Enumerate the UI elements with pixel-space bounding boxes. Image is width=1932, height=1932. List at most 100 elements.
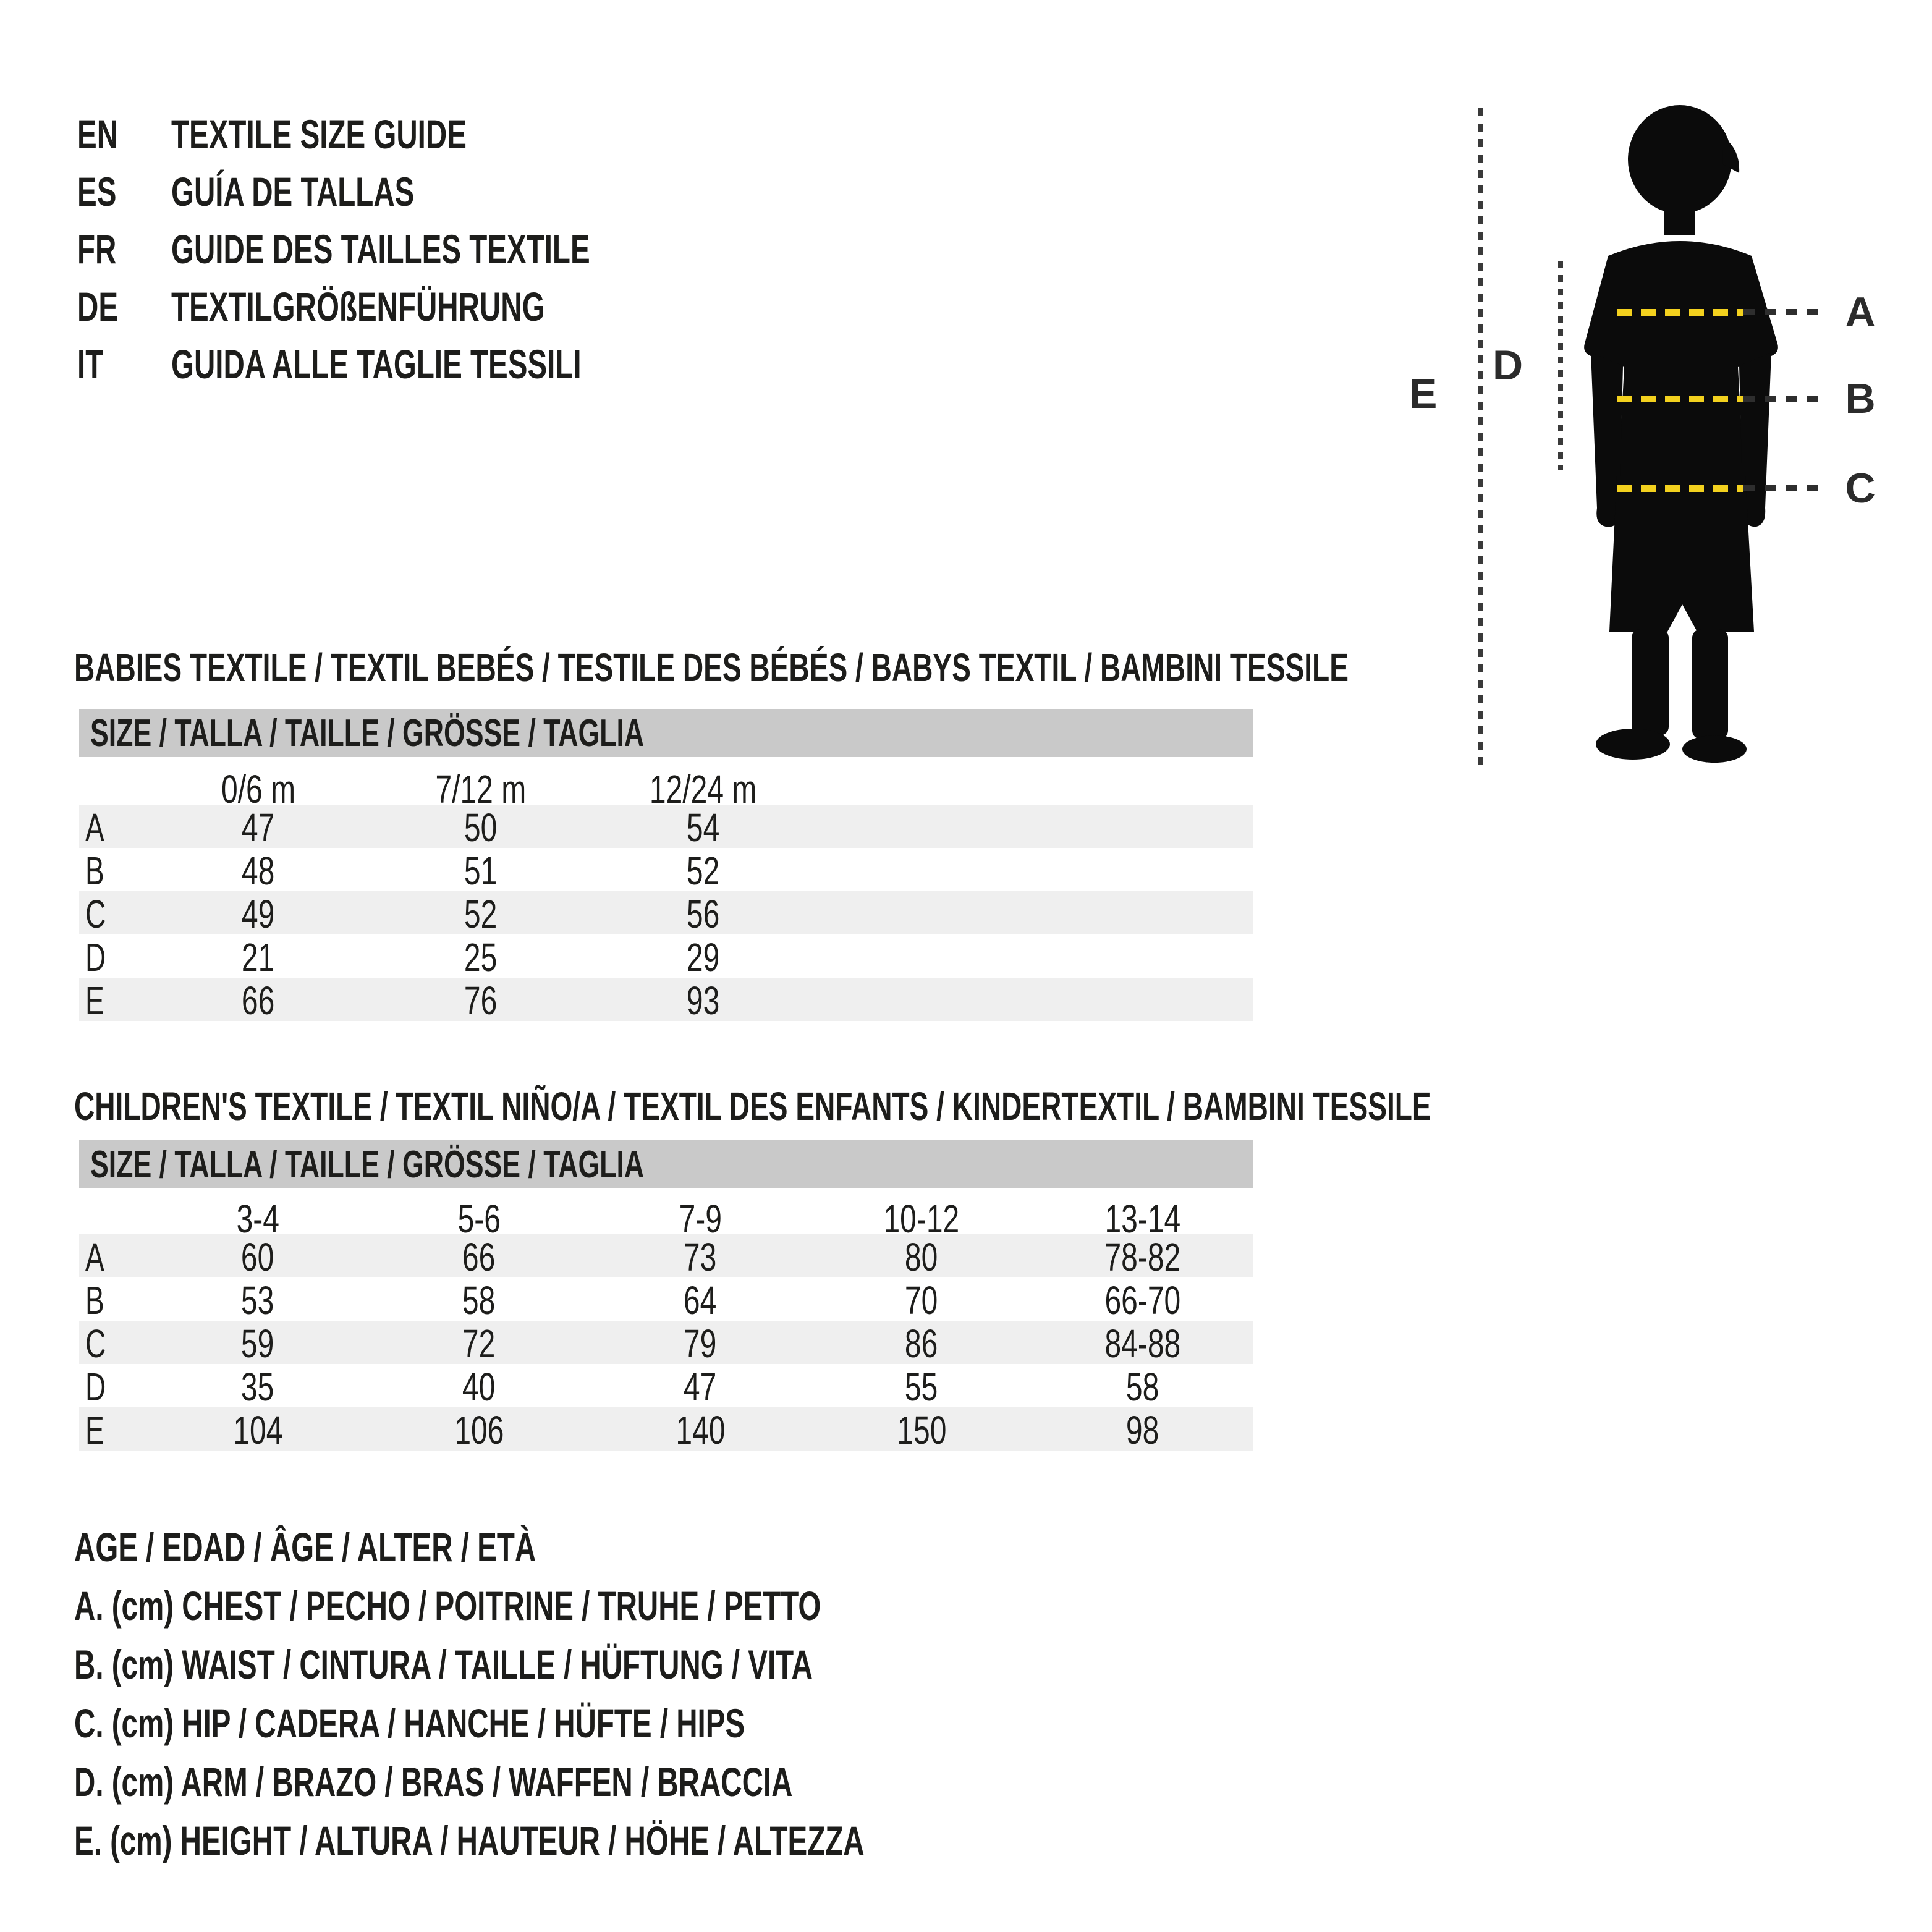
- measure-row-label: A: [85, 1235, 104, 1279]
- size-value-cell: 80: [905, 1235, 938, 1279]
- language-title: GUIDA ALLE TAGLIE TESSILI: [171, 341, 582, 387]
- waist-b-dark-dashes: [1743, 396, 1828, 402]
- children-section-title: CHILDREN'S TEXTILE / TEXTIL NIÑO/A / TEX…: [74, 1084, 1431, 1129]
- legend-line-hip: C. (cm) HIP / CADERA / HANCHE / HÜFTE / …: [74, 1700, 745, 1746]
- size-value-cell: 93: [687, 978, 720, 1023]
- children-column-header-row: 3-4 5-6 7-9 10-12 13-14: [79, 1196, 1253, 1241]
- babies-section-title: BABIES TEXTILE / TEXTIL BEBÉS / TESTILE …: [74, 645, 1349, 690]
- size-value-cell: 40: [462, 1365, 496, 1409]
- size-value-cell: 140: [675, 1408, 726, 1452]
- size-value-cell: 76: [464, 978, 498, 1023]
- language-code: FR: [77, 226, 117, 272]
- language-code: DE: [77, 283, 119, 329]
- size-value-cell: 21: [242, 935, 275, 980]
- table-row-e: E 104 106 140 150 98: [79, 1407, 1253, 1452]
- size-value-cell: 55: [905, 1365, 938, 1409]
- size-value-cell: 54: [687, 805, 720, 850]
- arm-d-dotted-line: [1558, 261, 1563, 470]
- size-value-cell: 51: [464, 849, 498, 893]
- size-value-cell: 150: [896, 1408, 947, 1452]
- language-title: TEXTILGRÖßENFÜHRUNG: [171, 283, 545, 329]
- table-row-a: A 60 66 73 80 78-82: [79, 1234, 1253, 1279]
- size-value-cell: 66: [242, 978, 275, 1023]
- size-value-cell: 104: [232, 1408, 283, 1452]
- measure-row-label: B: [85, 1278, 104, 1323]
- size-value-cell: 70: [905, 1278, 938, 1323]
- height-e-dotted-line: [1478, 108, 1483, 765]
- hip-c-yellow-dashes: [1617, 485, 1743, 492]
- language-code: ES: [77, 168, 117, 214]
- measure-row-label: C: [85, 892, 106, 936]
- size-value-cell: 56: [687, 892, 720, 936]
- measure-row-label: A: [85, 805, 104, 850]
- legend-line-chest: A. (cm) CHEST / PECHO / POITRINE / TRUHE…: [74, 1582, 821, 1629]
- chest-a-yellow-dashes: [1617, 309, 1743, 316]
- size-value-cell: 49: [242, 892, 275, 936]
- size-value-cell: 25: [464, 935, 498, 980]
- child-silhouette-icon: [1584, 105, 1778, 763]
- age-column-header: 10-12: [883, 1197, 960, 1241]
- figure-label-b: B: [1845, 375, 1876, 422]
- babies-column-header-row: 0/6 m 7/12 m 12/24 m: [79, 766, 1253, 811]
- language-code: EN: [77, 111, 119, 157]
- size-value-cell: 84-88: [1104, 1321, 1181, 1366]
- figure-label-e: E: [1409, 370, 1438, 417]
- measure-row-label: E: [85, 978, 104, 1023]
- figure-label-c: C: [1845, 465, 1876, 512]
- size-value-cell: 66: [462, 1235, 496, 1279]
- language-row-de: DE TEXTILGRÖßENFÜHRUNG: [77, 278, 690, 335]
- size-value-cell: 58: [462, 1278, 496, 1323]
- age-column-header: 12/24 m: [650, 767, 757, 811]
- table-row-a: A 47 50 54: [79, 805, 1253, 850]
- table-row-e: E 66 76 93: [79, 978, 1253, 1023]
- age-column-header: 5-6: [457, 1197, 501, 1241]
- size-value-cell: 66-70: [1104, 1278, 1181, 1323]
- figure-label-a: A: [1845, 289, 1876, 336]
- legend-line-arm: D. (cm) ARM / BRAZO / BRAS / WAFFEN / BR…: [74, 1758, 793, 1805]
- legend-line-height: E. (cm) HEIGHT / ALTURA / HAUTEUR / HÖHE…: [74, 1817, 865, 1863]
- language-title: GUÍA DE TALLAS: [171, 168, 415, 214]
- size-value-cell: 86: [905, 1321, 938, 1366]
- table-row-d: D 35 40 47 55 58: [79, 1364, 1253, 1409]
- measure-row-label: B: [85, 849, 104, 893]
- age-column-header: 3-4: [236, 1197, 279, 1241]
- size-value-cell: 58: [1126, 1365, 1159, 1409]
- children-size-table: 3-4 5-6 7-9 10-12 13-14 A 60 66 73 80 78…: [79, 1196, 1253, 1452]
- measure-row-label: D: [85, 1365, 106, 1409]
- language-row-it: IT GUIDA ALLE TAGLIE TESSILI: [77, 335, 741, 392]
- babies-size-table: 0/6 m 7/12 m 12/24 m A 47 50 54 B 48 51 …: [79, 766, 1253, 1023]
- size-value-cell: 52: [464, 892, 498, 936]
- babies-size-header-bar: SIZE / TALLA / TAILLE / GRÖSSE / TAGLIA: [79, 709, 1253, 757]
- language-title: TEXTILE SIZE GUIDE: [171, 111, 467, 157]
- measure-row-label: C: [85, 1321, 106, 1366]
- size-value-cell: 73: [684, 1235, 717, 1279]
- table-row-b: B 48 51 52: [79, 848, 1253, 893]
- table-row-b: B 53 58 64 70 66-70: [79, 1277, 1253, 1323]
- legend-line-age: AGE / EDAD / ÂGE / ALTER / ETÀ: [74, 1523, 536, 1570]
- language-title: GUIDE DES TAILLES TEXTILE: [171, 226, 590, 272]
- size-value-cell: 106: [454, 1408, 504, 1452]
- size-value-cell: 47: [684, 1365, 717, 1409]
- measure-row-label: E: [85, 1408, 104, 1452]
- size-value-cell: 48: [242, 849, 275, 893]
- size-value-cell: 60: [241, 1235, 274, 1279]
- size-value-cell: 29: [687, 935, 720, 980]
- language-row-es: ES GUÍA DE TALLAS: [77, 163, 509, 220]
- figure-label-d: D: [1493, 342, 1523, 389]
- size-value-cell: 59: [241, 1321, 274, 1366]
- legend-line-waist: B. (cm) WAIST / CINTURA / TAILLE / HÜFTU…: [74, 1641, 813, 1687]
- children-size-header-bar: SIZE / TALLA / TAILLE / GRÖSSE / TAGLIA: [79, 1140, 1253, 1188]
- size-value-cell: 50: [464, 805, 498, 850]
- age-column-header: 7/12 m: [435, 767, 527, 811]
- language-code: IT: [77, 341, 104, 387]
- size-value-cell: 98: [1126, 1408, 1159, 1452]
- table-row-c: C 49 52 56: [79, 891, 1253, 936]
- size-value-cell: 72: [462, 1321, 496, 1366]
- age-column-header: 0/6 m: [221, 767, 296, 811]
- size-value-cell: 47: [242, 805, 275, 850]
- size-value-cell: 52: [687, 849, 720, 893]
- hip-c-dark-dashes: [1743, 485, 1828, 491]
- waist-b-yellow-dashes: [1617, 396, 1743, 402]
- table-row-c: C 59 72 79 86 84-88: [79, 1321, 1253, 1366]
